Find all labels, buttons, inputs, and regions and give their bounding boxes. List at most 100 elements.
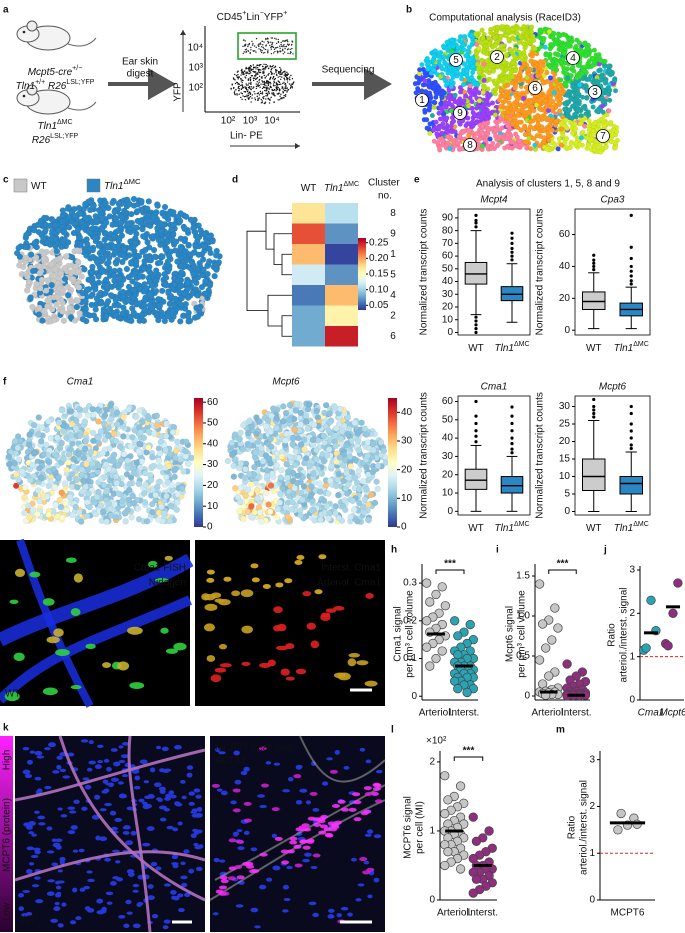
cell bbox=[431, 127, 437, 133]
cell bbox=[76, 234, 83, 241]
event bbox=[264, 77, 267, 79]
cell bbox=[552, 85, 558, 91]
x-tick-label: Tln1ΔMC bbox=[494, 521, 529, 534]
cell bbox=[481, 61, 487, 67]
cell bbox=[518, 34, 524, 40]
cell bbox=[103, 518, 110, 525]
x-tick-label: WT bbox=[468, 343, 484, 354]
event bbox=[279, 78, 282, 80]
outlier bbox=[592, 258, 596, 262]
event bbox=[245, 50, 248, 53]
event bbox=[248, 69, 250, 72]
event bbox=[259, 92, 262, 95]
event bbox=[246, 84, 248, 86]
text-part: Tln1 bbox=[324, 183, 343, 194]
event bbox=[264, 68, 266, 70]
event bbox=[258, 43, 260, 45]
outlier bbox=[592, 268, 596, 272]
event bbox=[246, 95, 248, 98]
cell bbox=[591, 147, 598, 153]
event bbox=[280, 45, 283, 47]
event bbox=[254, 77, 256, 79]
event bbox=[252, 64, 255, 66]
event bbox=[266, 65, 269, 67]
outlier bbox=[629, 264, 633, 269]
event bbox=[289, 48, 291, 51]
event bbox=[262, 44, 264, 46]
event bbox=[254, 99, 257, 101]
cell bbox=[153, 277, 160, 284]
label: 0 bbox=[564, 325, 570, 336]
event bbox=[241, 92, 243, 95]
text-part: CD45 bbox=[217, 12, 243, 23]
plot-frame bbox=[457, 395, 531, 516]
outlier bbox=[629, 422, 633, 426]
event bbox=[290, 83, 292, 85]
event bbox=[290, 84, 292, 87]
cell bbox=[206, 258, 213, 265]
event bbox=[287, 52, 289, 55]
label: 8 bbox=[467, 140, 473, 151]
cell bbox=[521, 23, 527, 30]
text-part: ΔMC bbox=[57, 119, 73, 126]
outlier bbox=[629, 443, 633, 447]
event bbox=[270, 48, 272, 50]
event bbox=[236, 94, 238, 96]
cell bbox=[413, 90, 419, 96]
label: 50 bbox=[442, 414, 454, 425]
event bbox=[250, 86, 253, 88]
cell bbox=[599, 103, 606, 109]
outlier bbox=[510, 241, 514, 245]
cell bbox=[92, 286, 99, 293]
event bbox=[271, 43, 273, 45]
event bbox=[276, 88, 279, 90]
cell bbox=[429, 112, 435, 119]
cell bbox=[164, 312, 171, 320]
event bbox=[282, 88, 285, 90]
event bbox=[235, 88, 237, 91]
cell bbox=[487, 136, 493, 142]
event bbox=[242, 73, 244, 76]
cell bbox=[78, 219, 85, 226]
cell bbox=[153, 312, 160, 319]
event bbox=[272, 78, 274, 80]
cell bbox=[432, 48, 438, 54]
event bbox=[272, 75, 275, 78]
label: 50 bbox=[442, 263, 454, 274]
cell bbox=[436, 125, 443, 131]
outlier bbox=[510, 429, 514, 433]
cell bbox=[486, 35, 492, 41]
cell bbox=[180, 312, 187, 319]
event bbox=[254, 97, 256, 99]
cell bbox=[141, 490, 148, 497]
cell bbox=[427, 105, 433, 111]
y-axis-label: Normalized transcript counts bbox=[535, 392, 546, 519]
event bbox=[261, 91, 264, 93]
cell bbox=[440, 121, 446, 127]
mouse-eye bbox=[22, 94, 26, 98]
cell bbox=[474, 41, 480, 48]
cell bbox=[97, 250, 104, 257]
cell bbox=[49, 216, 56, 224]
cell bbox=[70, 229, 78, 237]
cell bbox=[120, 252, 127, 259]
outlier bbox=[592, 264, 596, 269]
box bbox=[582, 291, 606, 310]
heatmap-cell bbox=[292, 285, 325, 306]
cell bbox=[151, 253, 159, 260]
cell bbox=[187, 216, 195, 223]
event bbox=[240, 70, 243, 72]
cell bbox=[601, 123, 607, 129]
cell bbox=[200, 243, 208, 250]
event bbox=[234, 90, 236, 92]
text-part: Tln1 bbox=[16, 81, 35, 92]
label: 5 bbox=[390, 269, 396, 280]
event bbox=[285, 76, 288, 79]
event bbox=[263, 74, 265, 77]
event bbox=[238, 76, 240, 78]
cell bbox=[126, 480, 133, 487]
label: 30 bbox=[442, 289, 454, 300]
event bbox=[264, 48, 267, 51]
cell bbox=[448, 108, 454, 114]
event bbox=[282, 45, 284, 48]
